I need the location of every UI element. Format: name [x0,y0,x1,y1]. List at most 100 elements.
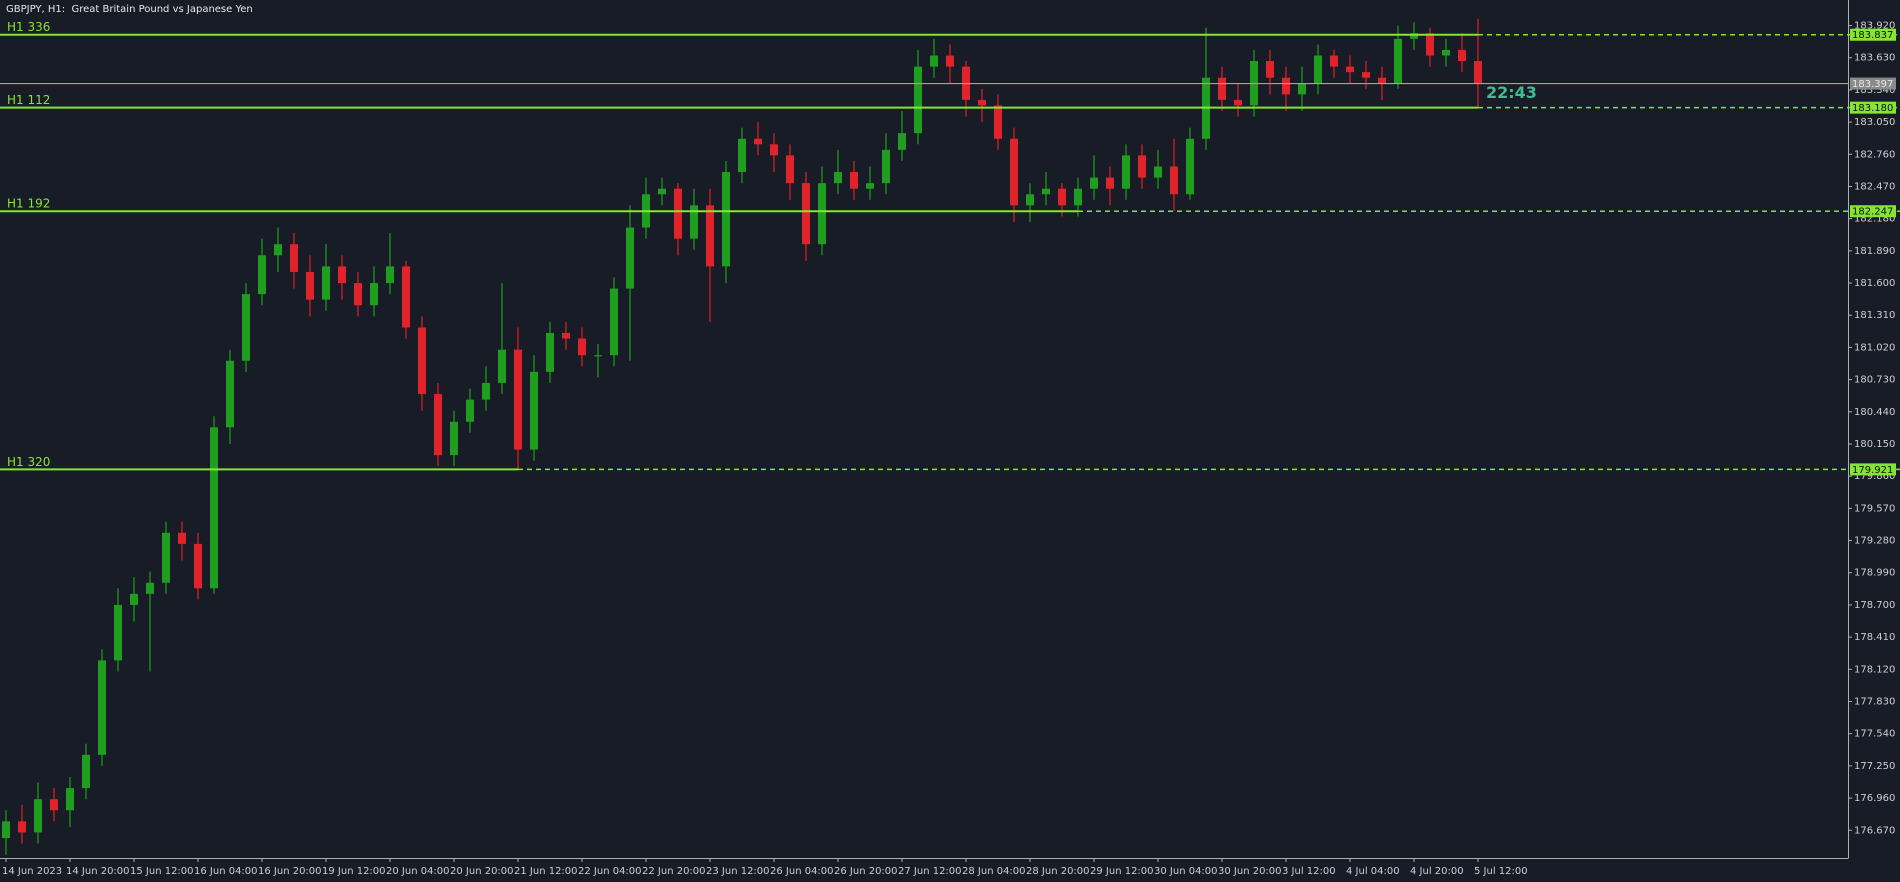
candle-body [1410,33,1418,39]
x-tick-label: 16 Jun 04:00 [194,866,258,877]
candle-body [98,660,106,755]
candle-body [226,360,234,428]
candle-body [1442,49,1450,56]
y-tick-label: 178.700 [1854,600,1895,611]
level-price-label: 183.180 [1852,103,1893,114]
x-tick-label: 20 Jun 04:00 [386,866,450,877]
candle-body [754,138,762,145]
x-tick-label: 28 Jun 04:00 [962,866,1026,877]
x-tick-label: 5 Jul 12:00 [1474,866,1528,877]
candle-body [450,421,458,456]
candle-body [834,172,842,184]
level-name: H1 112 [7,93,50,107]
y-tick-label: 183.340 [1854,85,1895,96]
candle-body [306,271,314,300]
candle-body [594,355,602,357]
x-tick-label: 30 Jun 20:00 [1218,866,1282,877]
x-tick-label: 29 Jun 12:00 [1090,866,1154,877]
candle-body [2,821,10,839]
candle-body [130,593,138,605]
candle-body [18,821,26,833]
candle-body [658,188,666,195]
candle-body [738,138,746,173]
candle-body [706,205,714,267]
level-name: H1 320 [7,455,50,469]
candle-body [1186,138,1194,195]
candle-body [514,349,522,450]
countdown: 22:43 [1486,83,1537,102]
candle-body [1090,177,1098,189]
y-tick-label: 181.310 [1854,310,1895,321]
candle-body [66,788,74,811]
candle-body [1298,83,1306,95]
candle-body [1362,72,1370,78]
candle-body [626,227,634,289]
candle-body [1058,188,1066,206]
candle-body [1378,77,1386,84]
y-tick-label: 181.890 [1854,246,1895,257]
y-tick-label: 182.180 [1854,214,1895,225]
candle-body [978,99,986,106]
candle-body [258,255,266,295]
candle-body [1266,61,1274,78]
candle-body [194,543,202,589]
level-price-label: 183.837 [1852,30,1893,41]
chart-title: GBPJPY, H1: Great Britain Pound vs Japan… [6,4,253,15]
candle-body [354,283,362,306]
y-tick-label: 179.280 [1854,536,1895,547]
candle-body [1074,188,1082,206]
candle-body [466,399,474,422]
candle-body [402,266,410,328]
candle-body [1042,188,1050,195]
x-tick-label: 14 Jun 20:00 [66,866,130,877]
candle-body [882,149,890,184]
candle-body [418,327,426,395]
candle-body [370,283,378,306]
y-tick-label: 178.120 [1854,664,1895,675]
candle-body [1170,166,1178,195]
candle-body [1458,49,1466,62]
level-price-box [1850,463,1896,476]
y-tick-label: 180.440 [1854,407,1895,418]
y-tick-label: 178.410 [1854,632,1895,643]
x-tick-label: 20 Jun 20:00 [450,866,514,877]
level-price-box [1850,205,1896,218]
candle-body [322,266,330,300]
candle-body [866,183,874,189]
x-tick-label: 28 Jun 20:00 [1026,866,1090,877]
x-tick-label: 3 Jul 12:00 [1282,866,1336,877]
candle-body [1394,38,1402,84]
level-price-label: 182.247 [1852,207,1893,218]
candle-body [1426,33,1434,56]
candle-body [50,799,58,811]
candle-body [786,155,794,184]
x-tick-label: 14 Jun 2023 [2,866,62,877]
x-tick-label: 27 Jun 12:00 [898,866,962,877]
candle-body [82,754,90,789]
level-price-label: 179.921 [1852,465,1893,476]
x-tick-label: 19 Jun 12:00 [322,866,386,877]
candle-body [1234,99,1242,106]
candle-body [1026,194,1034,206]
level-name: H1 192 [7,197,50,211]
candle-body [802,183,810,245]
y-tick-label: 181.020 [1854,342,1895,353]
x-tick-label: 26 Jun 20:00 [834,866,898,877]
y-tick-label: 176.670 [1854,825,1895,836]
candle-body [1010,138,1018,206]
candle-body [930,55,938,67]
y-tick-label: 177.540 [1854,729,1895,740]
x-tick-label: 30 Jun 04:00 [1154,866,1218,877]
y-tick-label: 183.050 [1854,117,1895,128]
candle-body [722,172,730,267]
candle-body [1218,77,1226,100]
candle-body [946,55,954,67]
candle-body [1138,155,1146,178]
candle-body [498,349,506,383]
candle-body [338,266,346,284]
candle-body [434,394,442,456]
candle-body [674,188,682,239]
x-tick-label: 4 Jul 04:00 [1346,866,1400,877]
candle-body [1314,55,1322,84]
candle-body [546,332,554,372]
